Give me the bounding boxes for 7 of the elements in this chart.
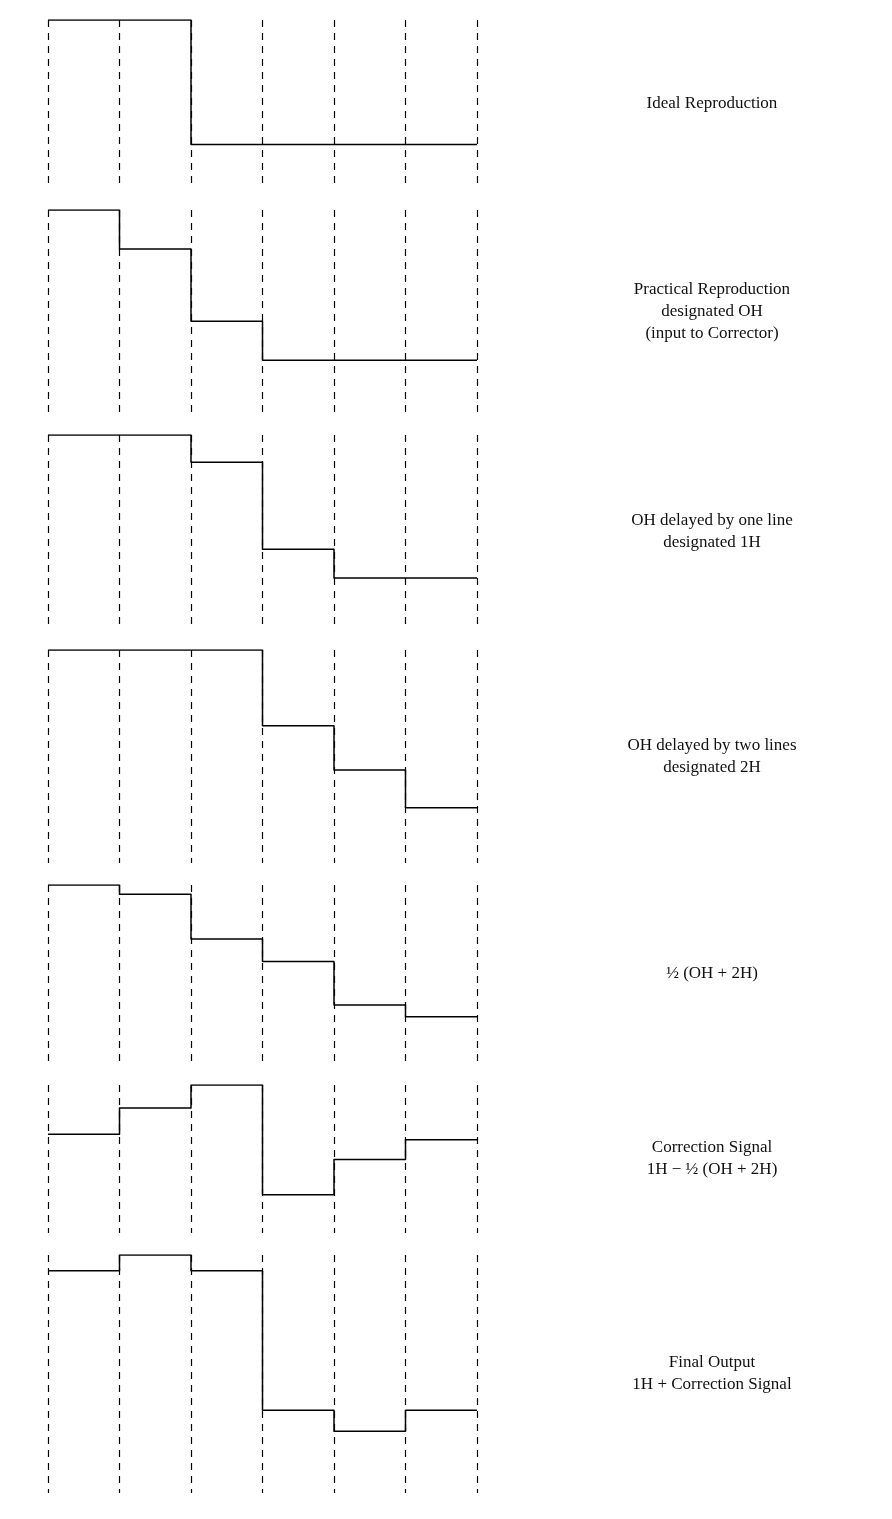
text: Final Output 1H + Correction Signal	[631, 1351, 793, 1395]
text: ½ (OH + 2H)	[665, 962, 759, 984]
text: OH delayed by one line designated 1H	[630, 508, 794, 553]
text: Ideal Reproduction	[645, 92, 779, 114]
text: OH delayed by two lines designated 2H	[626, 733, 798, 778]
text: Correction Signal 1H − ½ (OH + 2H)	[645, 1136, 779, 1180]
text: Practical Reproduction designated OH (input to Corrector)	[632, 277, 792, 344]
